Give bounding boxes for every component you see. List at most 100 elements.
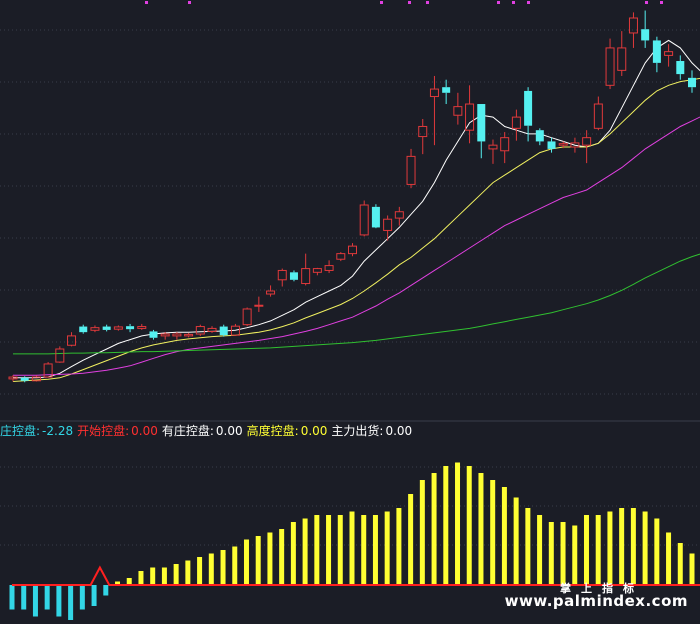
indicator-bar — [607, 511, 613, 585]
indicator-bar — [677, 543, 683, 585]
legend-label: 开始控盘: — [77, 424, 130, 438]
candle — [465, 85, 475, 144]
indicator-bar — [455, 462, 461, 585]
indicator-bar — [443, 466, 449, 585]
candle-body — [453, 106, 463, 116]
candle — [8, 375, 18, 382]
candle-body — [359, 204, 369, 236]
indicator-bar — [372, 515, 378, 585]
indicator-bar — [150, 567, 156, 585]
candle-body — [488, 144, 498, 150]
legend-item: 主力出货: 0.00 — [331, 424, 414, 438]
indicator-bar — [642, 511, 648, 585]
top-mark — [512, 1, 515, 4]
candle-body — [524, 90, 533, 126]
indicator-bar — [513, 497, 519, 585]
legend-item: 有庄控盘: 0.00 — [162, 424, 245, 438]
candle — [371, 204, 380, 229]
indicator-bar — [337, 515, 343, 585]
indicator-bar — [431, 473, 437, 585]
candle-body — [149, 331, 158, 338]
candle-body — [664, 51, 674, 56]
candle — [535, 128, 544, 146]
candle-body — [55, 348, 65, 363]
legend-value: 0.00 — [131, 424, 158, 438]
indicator-bar — [243, 539, 249, 585]
candle — [55, 346, 65, 363]
candle-body — [429, 88, 439, 98]
candle — [442, 79, 451, 105]
candle-body — [570, 142, 580, 148]
indicator-bar — [666, 532, 672, 585]
candle-body — [312, 268, 322, 273]
candle — [20, 376, 29, 383]
legend-label: 高度控盘: — [246, 424, 299, 438]
indicator-bar — [267, 532, 273, 585]
indicator-bar — [197, 557, 203, 585]
candle-body — [535, 130, 544, 142]
indicator-bar — [138, 571, 144, 585]
candle-body — [79, 326, 88, 333]
candle — [172, 332, 182, 340]
candle-body — [90, 327, 100, 331]
indicator-bar — [408, 494, 414, 585]
top-mark — [527, 1, 530, 4]
indicator-signal — [12, 565, 700, 586]
candle-body — [442, 87, 451, 93]
indicator-bar — [279, 529, 285, 585]
indicator-bar — [572, 525, 578, 585]
candle-body — [547, 141, 556, 149]
legend-value: 0.00 — [385, 424, 413, 438]
indicator-bar — [630, 508, 636, 585]
ma-line — [12, 77, 700, 382]
legend-value: 0.00 — [300, 424, 328, 438]
candle-body — [301, 268, 311, 285]
candle — [652, 36, 661, 73]
candle-body — [628, 17, 638, 34]
indicator-bar — [654, 518, 660, 585]
indicator-bar — [349, 511, 355, 585]
candle — [126, 323, 135, 333]
indicator-bar — [384, 511, 390, 585]
indicator-bar — [583, 515, 589, 585]
candle — [43, 362, 53, 378]
candlesticks — [8, 10, 696, 383]
candle-body — [43, 363, 53, 378]
candle-body — [184, 333, 194, 337]
candle-body — [266, 290, 276, 295]
candle-body — [289, 272, 298, 280]
candle-body — [207, 327, 217, 332]
candle-body — [617, 47, 627, 71]
watermark-cn: 掌上指标 — [560, 582, 644, 595]
indicator-bar — [490, 480, 496, 585]
indicator-bar — [21, 585, 27, 610]
candle — [359, 200, 369, 237]
indicator-bar — [220, 550, 226, 585]
indicator-bar — [689, 553, 695, 585]
candle — [149, 329, 158, 340]
candle — [137, 323, 147, 330]
candle-body — [113, 326, 123, 330]
candle-body — [371, 206, 380, 228]
candle-body — [605, 47, 615, 86]
candle — [336, 252, 346, 262]
candle-body — [641, 29, 650, 41]
indicator-bar — [185, 560, 191, 585]
legend-label: 有庄控盘: — [161, 424, 214, 438]
candle — [605, 38, 615, 90]
indicator-bar — [91, 585, 97, 606]
candle-body — [348, 245, 357, 255]
candle-body — [511, 116, 521, 129]
indicator-bar — [44, 585, 50, 610]
candle — [207, 326, 217, 333]
watermark-url: www.palmindex.com — [504, 592, 688, 610]
indicator-bar — [548, 522, 554, 585]
candle — [219, 324, 228, 337]
candle — [277, 268, 287, 287]
indicator-bar — [32, 585, 38, 617]
candle-body — [676, 61, 685, 75]
legend-item: 开始控盘: 0.00 — [77, 424, 160, 438]
candle — [547, 137, 556, 153]
candle-body — [688, 77, 696, 88]
indicator-bar — [68, 585, 74, 620]
